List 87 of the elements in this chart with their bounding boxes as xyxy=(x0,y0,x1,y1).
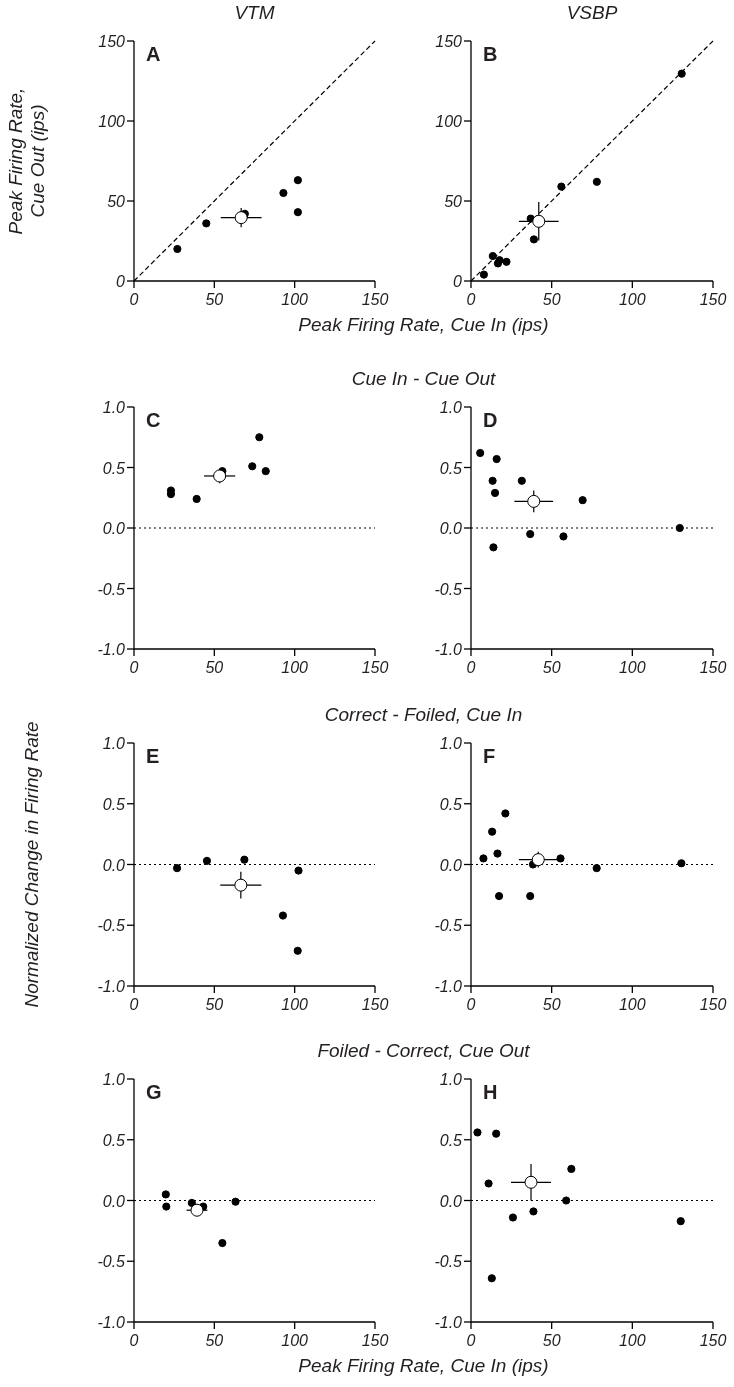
y-tick-label: -0.5 xyxy=(97,917,126,935)
annotation: B xyxy=(483,43,498,65)
y-tick-label: 0.5 xyxy=(102,1131,126,1149)
x-tick-label: 100 xyxy=(618,1332,646,1349)
x-tick-label: 0 xyxy=(466,1332,476,1349)
annotation: D xyxy=(483,409,498,431)
x-tick-label: 150 xyxy=(361,291,389,308)
y-tick-label: -1.0 xyxy=(434,641,463,658)
x-tick-label: 100 xyxy=(281,291,309,308)
x-tick-label: 0 xyxy=(129,1332,139,1349)
x-tick-label: 100 xyxy=(618,659,646,676)
x-axis-title: Peak Firing Rate, Cue In (ips) xyxy=(298,314,549,335)
text: Correct - Foiled, Cue In xyxy=(324,704,523,725)
y-tick-label: 0.0 xyxy=(102,520,126,537)
y-tick-label: 0.5 xyxy=(102,795,126,813)
y-tick-label: -1.0 xyxy=(97,1314,126,1331)
y-tick-label: 1.0 xyxy=(102,1071,126,1088)
x-tick-label: 50 xyxy=(542,291,561,308)
annotation: E xyxy=(146,745,160,767)
y-tick-label: 1.0 xyxy=(102,399,126,416)
y-tick-label: 1.0 xyxy=(439,399,463,416)
y-tick-label: -1.0 xyxy=(434,1314,463,1331)
x-tick-label: 0 xyxy=(466,659,476,676)
y-tick-label: 100 xyxy=(98,113,126,130)
annotation: A xyxy=(146,43,161,65)
x-tick-label: 50 xyxy=(542,996,561,1013)
x-tick-label: 150 xyxy=(699,291,727,308)
y-tick-label: 0.0 xyxy=(102,856,126,874)
y-tick-label: 0.5 xyxy=(439,459,463,477)
y-tick-label: 1.0 xyxy=(439,735,463,752)
y-tick-label: 50 xyxy=(107,193,126,210)
y-tick-label: 0.0 xyxy=(102,1192,126,1210)
x-tick-label: 50 xyxy=(542,1332,561,1349)
y-tick-label: 50 xyxy=(444,193,463,210)
y-tick-label: 0.5 xyxy=(102,459,126,477)
y-tick-label: -0.5 xyxy=(434,1253,463,1271)
x-tick-label: 0 xyxy=(466,996,476,1013)
y-tick-label: -1.0 xyxy=(97,978,126,995)
y-tick-label: 0.0 xyxy=(439,1192,463,1210)
y-tick-label: 150 xyxy=(435,33,463,50)
x-tick-label: 150 xyxy=(699,996,727,1013)
y-tick-label: -0.5 xyxy=(434,580,463,598)
y-axis-title: Normalized Change in Firing Rate xyxy=(21,721,42,1008)
x-axis-title: Peak Firing Rate, Cue In (ips) xyxy=(298,1355,549,1376)
y-tick-label: 0.0 xyxy=(439,856,463,874)
y-axis-title: Peak Firing Rate, Cue Out (ips) xyxy=(5,87,48,235)
y-tick-label: 1.0 xyxy=(102,735,126,752)
y-tick-label: 100 xyxy=(435,113,463,130)
x-tick-label: 100 xyxy=(618,996,646,1013)
chart-title: VTM xyxy=(234,2,275,23)
annotation: H xyxy=(483,1081,498,1103)
x-tick-label: 100 xyxy=(281,659,309,676)
y-tick-label: 1.0 xyxy=(439,1071,463,1088)
x-tick-label: 100 xyxy=(618,291,646,308)
annotation: C xyxy=(146,409,161,431)
x-tick-label: 50 xyxy=(205,291,224,308)
x-tick-label: 50 xyxy=(205,1332,224,1349)
x-tick-label: 150 xyxy=(361,659,389,676)
y-tick-label: -0.5 xyxy=(434,917,463,935)
x-tick-label: 0 xyxy=(129,996,139,1013)
x-tick-label: 50 xyxy=(542,659,561,676)
text: Foiled - Correct, Cue Out xyxy=(317,1040,531,1061)
x-tick-label: 150 xyxy=(361,996,389,1013)
x-tick-label: 150 xyxy=(699,659,727,676)
y-tick-label: 0 xyxy=(116,273,126,290)
x-tick-label: 100 xyxy=(281,1332,309,1349)
x-tick-label: 0 xyxy=(129,291,139,308)
text: Cue In - Cue Out xyxy=(351,368,497,389)
x-tick-label: 150 xyxy=(361,1332,389,1349)
x-tick-label: 100 xyxy=(281,996,309,1013)
y-tick-label: 0.5 xyxy=(439,795,463,813)
y-tick-label: 0 xyxy=(453,273,463,290)
x-tick-label: 0 xyxy=(129,659,139,676)
y-tick-label: -0.5 xyxy=(97,580,126,598)
annotation: F xyxy=(483,745,496,767)
y-tick-label: -0.5 xyxy=(97,1253,126,1271)
y-tick-label: -1.0 xyxy=(97,641,126,658)
x-tick-label: 50 xyxy=(205,996,224,1013)
x-tick-label: 150 xyxy=(699,1332,727,1349)
y-tick-label: 0.0 xyxy=(439,520,463,537)
y-tick-label: 150 xyxy=(98,33,126,50)
x-tick-label: 50 xyxy=(205,659,224,676)
y-tick-label: -1.0 xyxy=(434,978,463,995)
chart-title: VSBP xyxy=(566,2,618,23)
y-tick-label: 0.5 xyxy=(439,1131,463,1149)
annotation: G xyxy=(146,1081,162,1103)
x-tick-label: 0 xyxy=(466,291,476,308)
